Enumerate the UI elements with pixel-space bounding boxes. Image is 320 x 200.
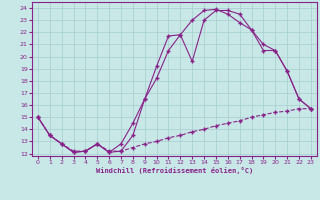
X-axis label: Windchill (Refroidissement éolien,°C): Windchill (Refroidissement éolien,°C)	[96, 167, 253, 174]
